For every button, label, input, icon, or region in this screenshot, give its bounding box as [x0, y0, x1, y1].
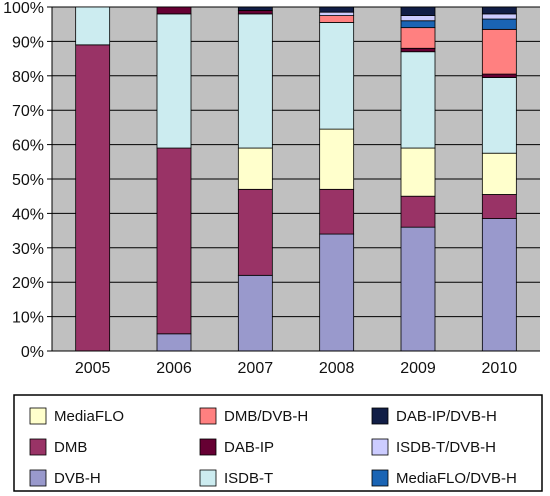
- x-tick-labels: 2005 2006 2007 2008 2009 2010: [75, 360, 517, 377]
- bar-segment: [481, 194, 517, 219]
- bar-segment: [481, 218, 517, 352]
- gridlines: [47, 6, 540, 352]
- bar-segment: [319, 6, 355, 13]
- legend-swatch: [371, 438, 389, 456]
- legend-swatch: [29, 438, 47, 456]
- bar-stack-2006: [156, 6, 192, 352]
- legend-label: ISDB-T/DVB-H: [396, 439, 496, 456]
- bar-segment: [481, 73, 517, 78]
- bar-stack-2010: [481, 6, 517, 352]
- legend-label: DAB-IP: [224, 439, 274, 456]
- legend-swatch: [29, 407, 47, 425]
- legend-item: ISDB-T/DVB-H: [371, 438, 496, 456]
- legend-item: DMB/DVB-H: [199, 407, 308, 425]
- x-tick-label: 2009: [400, 360, 436, 377]
- legend-item: DMB: [29, 438, 87, 456]
- bar-stacks: [75, 6, 517, 352]
- x-tick-label: 2010: [482, 360, 518, 377]
- bar-segment: [156, 147, 192, 335]
- legend-swatch: [371, 469, 389, 487]
- legend-swatch: [199, 469, 217, 487]
- legend-item: DAB-IP/DVB-H: [371, 407, 497, 425]
- bar-segment: [156, 333, 192, 352]
- bar-stack-2008: [319, 6, 355, 352]
- bar-segment: [319, 188, 355, 235]
- y-tick-label: 10%: [12, 310, 44, 327]
- legend-box: [13, 394, 543, 492]
- legend-label: MediaFLO/DVB-H: [396, 470, 517, 487]
- legend-swatch: [199, 407, 217, 425]
- bar-segment: [237, 147, 273, 190]
- bar-stack-2007: [237, 6, 273, 352]
- bar-segment: [75, 44, 111, 352]
- bar-segment: [75, 6, 111, 46]
- legend: MediaFLO DMB/DVB-H DAB-IP/DVB-H DMB DAB-IP IS…: [29, 407, 517, 487]
- y-tick-label: 100%: [3, 0, 44, 17]
- legend-item: ISDB-T: [199, 469, 273, 487]
- bar-segment: [400, 147, 436, 197]
- bar-stack-2005: [75, 6, 111, 352]
- bar-segment: [400, 6, 436, 17]
- bar-segment: [400, 27, 436, 49]
- y-tick-label: 0%: [21, 344, 44, 361]
- bar-segment: [481, 18, 517, 30]
- x-tick-label: 2007: [238, 360, 274, 377]
- bar-segment: [156, 13, 192, 149]
- legend-swatch: [199, 438, 217, 456]
- bar-segment: [237, 188, 273, 276]
- legend-item: MediaFLO/DVB-H: [371, 469, 517, 487]
- y-tick-label: 60%: [12, 138, 44, 155]
- bar-segment: [319, 11, 355, 16]
- bar-segment: [481, 28, 517, 75]
- legend-item: MediaFLO: [29, 407, 124, 425]
- legend-label: DVB-H: [54, 470, 101, 487]
- legend-item: DVB-H: [29, 469, 101, 487]
- bar-segment: [237, 274, 273, 352]
- bar-segment: [237, 10, 273, 15]
- bar-segment: [319, 128, 355, 190]
- x-tick-label: 2005: [75, 360, 111, 377]
- bar-segment: [481, 6, 517, 15]
- bar-segment: [319, 233, 355, 352]
- bar-segment: [400, 15, 436, 22]
- bar-segment: [400, 20, 436, 29]
- bar-segment: [400, 195, 436, 228]
- bar-segment: [481, 152, 517, 195]
- y-tick-labels: 0% 10% 20% 30% 40% 50% 60% 70% 80% 90% 100%: [3, 0, 44, 361]
- legend-label: DMB: [54, 439, 87, 456]
- y-tick-label: 30%: [12, 241, 44, 258]
- y-tick-label: 40%: [12, 206, 44, 223]
- legend-label: DAB-IP/DVB-H: [396, 408, 497, 425]
- bar-segment: [156, 6, 192, 15]
- legend-swatch: [371, 407, 389, 425]
- bar-segment: [481, 77, 517, 154]
- bar-segment: [237, 6, 273, 11]
- bar-segment: [481, 13, 517, 20]
- y-tick-label: 50%: [12, 172, 44, 189]
- bar-segment: [319, 22, 355, 130]
- bar-segment: [400, 47, 436, 53]
- bar-stack-2009: [400, 6, 436, 352]
- bar-segment: [400, 226, 436, 352]
- y-tick-label: 90%: [12, 34, 44, 51]
- x-tick-label: 2006: [156, 360, 192, 377]
- y-tick-label: 70%: [12, 103, 44, 120]
- bar-segment: [237, 13, 273, 149]
- legend-label: DMB/DVB-H: [224, 408, 308, 425]
- bar-segment: [400, 51, 436, 149]
- bar-segment: [319, 15, 355, 23]
- y-tick-label: 80%: [12, 69, 44, 86]
- y-tick-label: 20%: [12, 275, 44, 292]
- legend-item: DAB-IP: [199, 438, 274, 456]
- x-tick-label: 2008: [319, 360, 355, 377]
- legend-label: MediaFLO: [54, 408, 124, 425]
- legend-label: ISDB-T: [224, 470, 273, 487]
- legend-swatch: [29, 469, 47, 487]
